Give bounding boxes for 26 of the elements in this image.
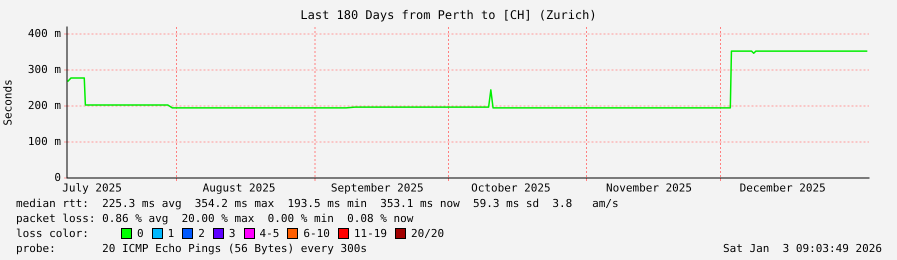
- y-tick-label: 300 m: [28, 63, 62, 76]
- text: median rtt: 225.3 ms avg 354.2 ms max 193.5 ms min 353.1 ms now 59.3 ms sd 3.8 am/s: [16, 196, 619, 211]
- text: Sat Jan 3 09:03:49 2026: [723, 241, 882, 256]
- y-tick-label: 0: [54, 170, 61, 184]
- x-tick-label: September 2025: [330, 181, 424, 194]
- text: 11-19: [354, 226, 387, 241]
- text: 2: [198, 226, 205, 241]
- text: 20/20: [411, 226, 444, 241]
- text: loss color:: [16, 226, 90, 241]
- chart-title: Last 180 Days from Perth to [CH] (Zurich): [299, 8, 598, 23]
- x-tick-label: October 2025: [471, 181, 551, 194]
- text: 1: [168, 226, 174, 241]
- y-tick-label: 200 m: [28, 98, 62, 112]
- y-tick-label: 400 m: [28, 27, 62, 40]
- y-tick-label: 100 m: [28, 134, 62, 148]
- x-tick-label: November 2025: [606, 181, 692, 194]
- y-axis-title: Seconds: [1, 79, 14, 126]
- text: 6-10: [303, 226, 330, 241]
- text: packet loss: 0.86 % avg 20.00 % max 0.00 % min 0.08 % now: [16, 211, 414, 226]
- text: probe: 20 ICMP Echo Pings (56 Bytes) every 300s: [16, 241, 368, 256]
- x-tick-label: July 2025: [62, 181, 122, 194]
- text: 3: [228, 226, 236, 241]
- x-tick-label: December 2025: [740, 181, 826, 194]
- text: 4-5: [260, 226, 280, 241]
- x-tick-label: August 2025: [202, 181, 276, 194]
- text: 0: [137, 226, 144, 241]
